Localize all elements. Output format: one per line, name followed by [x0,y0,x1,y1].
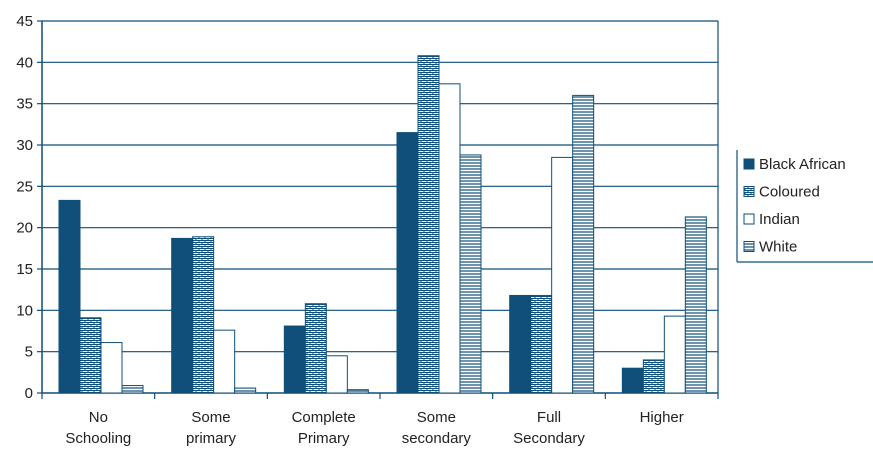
bar-coloured [192,236,215,394]
legend-swatch-white [743,241,755,252]
bar-indian [663,315,686,394]
bar-white [234,387,257,394]
x-category-label: Secondary [513,430,585,447]
bar-indian [213,329,236,394]
legend-label: Indian [759,211,800,228]
legend: Black African Coloured Indian White [736,150,873,263]
bar-black-african [283,325,306,394]
bar-black-african [396,132,419,394]
bar-black-african [58,199,81,394]
y-tick-label: 15 [16,261,33,278]
bar-white [121,385,144,394]
x-category-label: primary [186,430,237,447]
legend-swatch-coloured [743,186,755,197]
bars [58,55,707,394]
y-tick-label: 25 [16,178,33,195]
x-category-label: Schooling [65,430,131,447]
bar-indian [100,342,123,394]
bar-white [572,94,595,394]
y-tick-label: 0 [25,385,33,402]
bar-white [459,154,482,394]
y-tick-label: 45 [16,13,33,30]
x-category-label: Some [417,409,456,426]
x-category-label: Higher [640,409,684,426]
bar-indian [438,83,461,394]
y-tick-label: 40 [16,54,33,71]
bar-coloured [642,359,665,394]
bar-indian [551,156,574,394]
legend-label: White [759,239,797,256]
y-tick-label: 30 [16,137,33,154]
y-tick-label: 20 [16,220,33,237]
bar-white [346,389,369,394]
x-category-label: No [89,409,108,426]
bar-black-african [621,367,644,394]
bar-coloured [79,317,102,394]
legend-label: Black African [759,156,846,173]
gridlines [42,20,718,353]
x-category-label: Complete [292,409,356,426]
y-tick-label: 10 [16,302,33,319]
y-tick-label: 35 [16,96,33,113]
bar-indian [325,355,348,394]
legend-swatch-indian [743,213,755,225]
axes [37,20,719,399]
bar-black-african [509,294,532,394]
legend-label: Coloured [759,184,820,201]
legend-swatch-black-african [743,158,755,170]
x-category-label: Primary [298,430,350,447]
axis-labels: 0 5 10 15 20 25 30 35 40 45 No Schooling Some primary… [16,13,683,447]
bar-coloured [417,55,440,394]
bar-white [684,216,707,394]
y-tick-label: 5 [25,344,33,361]
x-category-label: secondary [402,430,472,447]
bar-coloured [304,303,327,394]
bar-coloured [530,294,553,394]
x-category-label: Some [191,409,230,426]
bar-black-african [171,237,194,394]
x-category-label: Full [537,409,561,426]
